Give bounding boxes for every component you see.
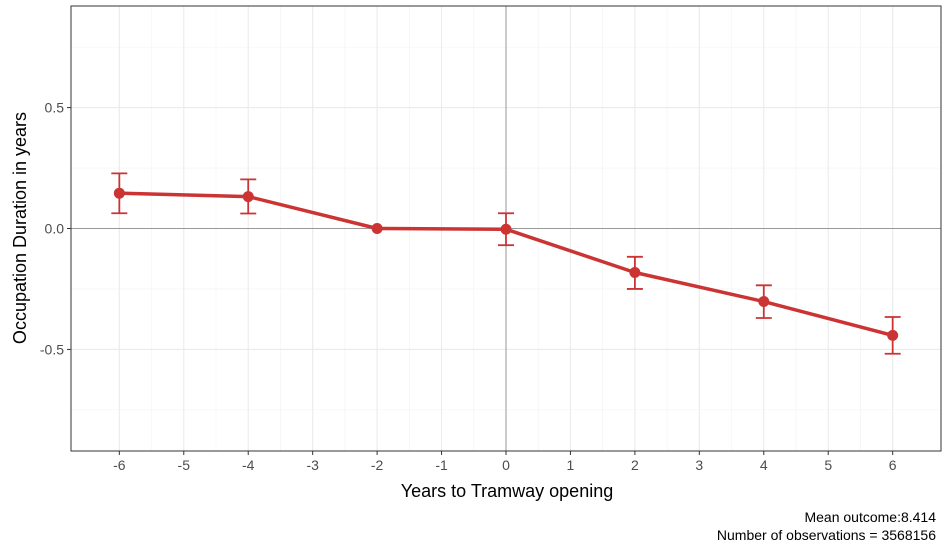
data-points <box>113 187 899 341</box>
data-point <box>113 187 125 199</box>
x-tick-label: 3 <box>695 457 703 473</box>
x-tick-label: -5 <box>178 457 191 473</box>
y-tick-label: 0.0 <box>45 221 65 237</box>
data-point <box>758 296 770 308</box>
data-point <box>887 329 899 341</box>
caption-observations: Number of observations = 3568156 <box>717 527 936 543</box>
x-tick-label: 4 <box>760 457 768 473</box>
data-point <box>242 191 254 203</box>
x-tick-label: 5 <box>824 457 832 473</box>
y-tick-label: -0.5 <box>40 341 64 357</box>
y-axis-title: Occupation Duration in years <box>10 112 30 344</box>
data-point <box>371 223 383 234</box>
x-axis-ticks: -6 -5 -4 -3 -2 -1 0 1 2 3 4 5 6 <box>113 451 897 473</box>
x-tick-label: 6 <box>889 457 897 473</box>
x-tick-label: 2 <box>631 457 639 473</box>
caption-mean-outcome: Mean outcome:8.414 <box>804 509 936 525</box>
y-axis-ticks: 0.5 0.0 -0.5 <box>40 100 71 357</box>
x-axis-title: Years to Tramway opening <box>401 481 613 501</box>
x-tick-label: -3 <box>306 457 319 473</box>
x-tick-label: -2 <box>371 457 384 473</box>
x-tick-label: -4 <box>242 457 255 473</box>
x-tick-label: 0 <box>502 457 510 473</box>
x-tick-label: -6 <box>113 457 126 473</box>
data-point <box>500 223 512 235</box>
data-point <box>629 267 641 279</box>
x-tick-label: -1 <box>435 457 448 473</box>
y-tick-label: 0.5 <box>45 100 65 116</box>
x-tick-label: 1 <box>567 457 575 473</box>
